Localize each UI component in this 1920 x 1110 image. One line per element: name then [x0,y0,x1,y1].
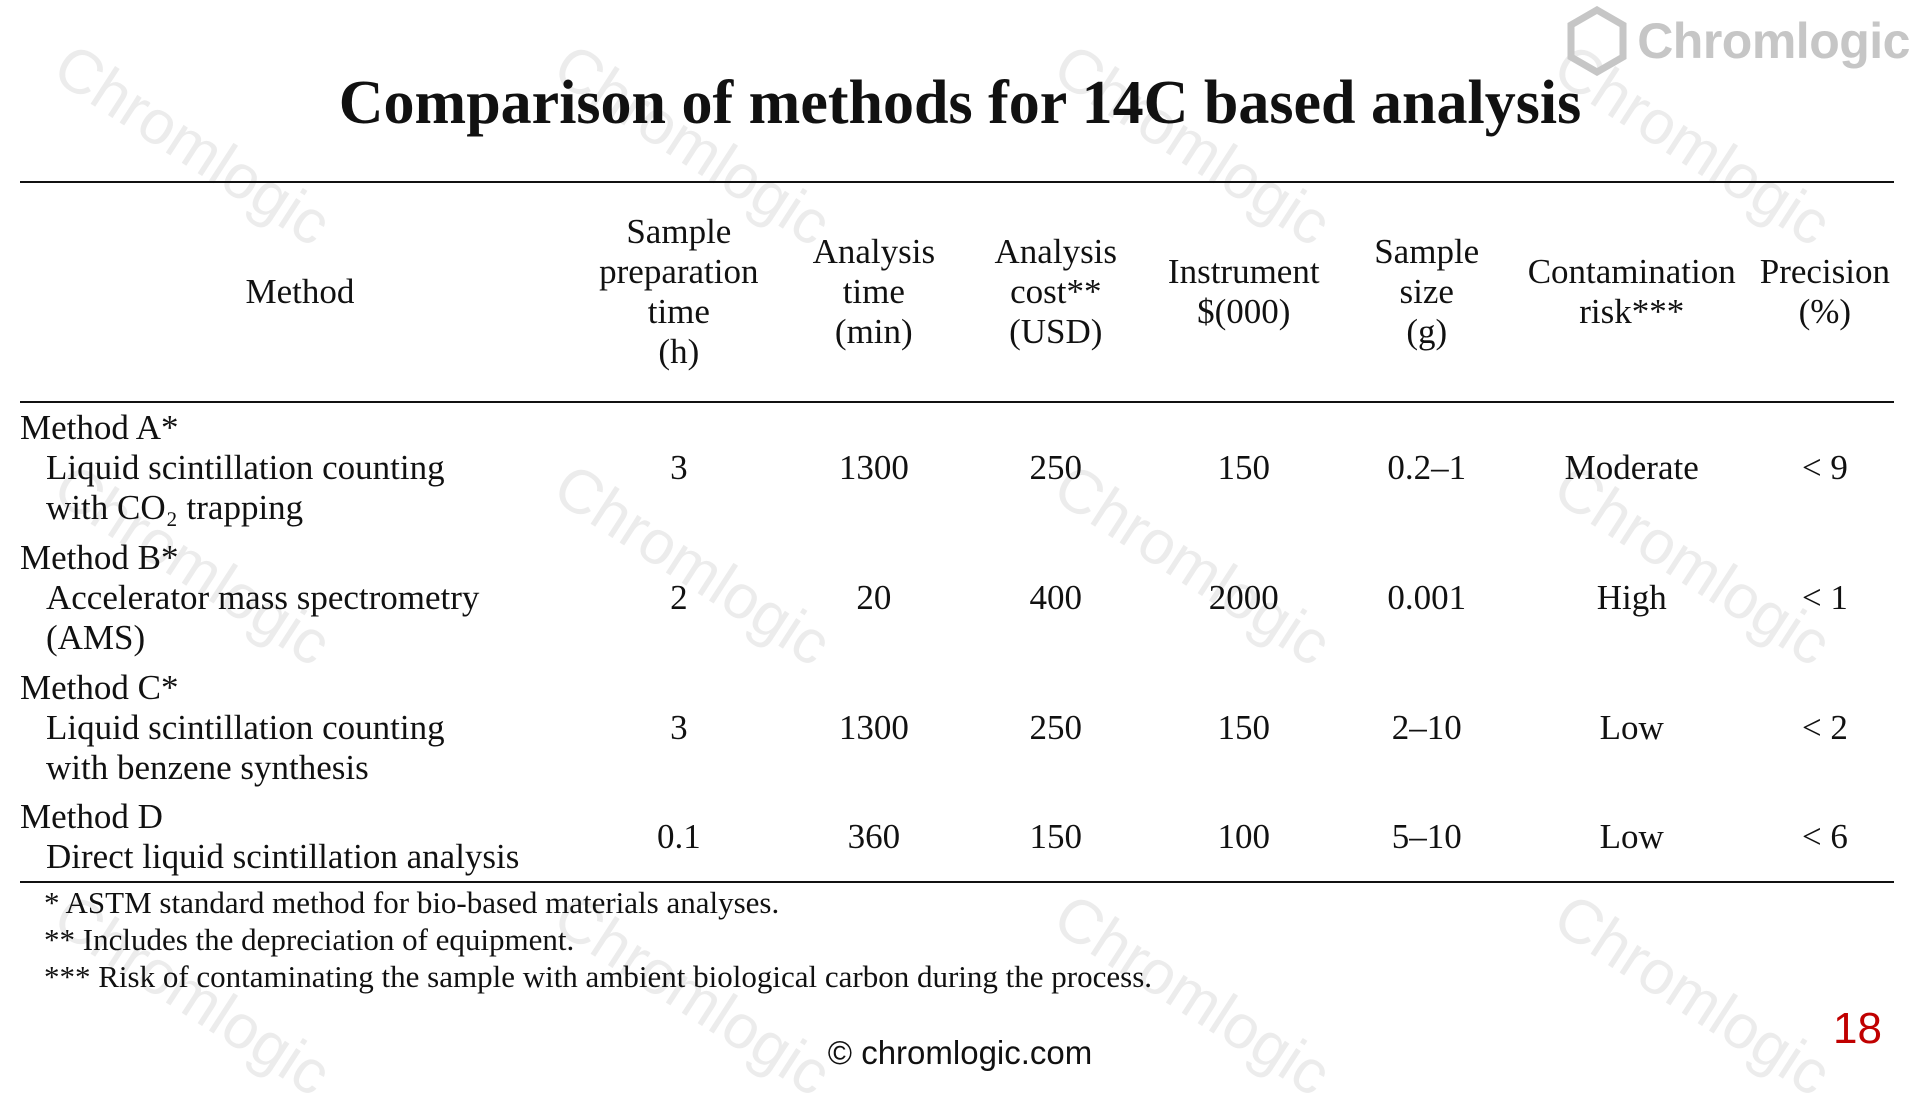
precision-cell: < 1 [1801,578,1848,617]
analysis-cost-cell: 250 [1029,708,1083,747]
contamination-cell: Low [1507,793,1756,883]
contamination-cell: Low [1599,708,1664,747]
table-row: Method B* Accelerator mass spectrometry … [20,533,1894,663]
watermark-text: Chromlogic [1541,880,1843,1110]
header-line: Instrument [1167,252,1320,291]
header-line: cost** [1010,272,1102,311]
header-line: risk*** [1579,292,1685,331]
instrument-cell: 150 [1217,448,1271,487]
header-line: time [842,272,905,311]
precision-cell: < 9 [1801,448,1848,487]
analysis-time-cell: 1300 [838,448,909,487]
header-line: (g) [1406,312,1448,351]
method-description: Liquid scintillation counting [46,708,445,747]
instrument-cell: 150 [1217,708,1271,747]
header-line: Contamination [1527,252,1736,291]
prep-time-cell: 0.1 [579,793,778,883]
analysis-cost-cell: 250 [1029,448,1083,487]
header-line: preparation [599,252,759,291]
prep-time-cell: 3 [670,708,688,747]
footnote: *** Risk of contaminating the sample wit… [44,959,1153,994]
table-row: Method D Direct liquid scintillation ana… [20,793,1894,883]
sample-size-cell: 2–10 [1391,708,1462,747]
header-method-label: Method [245,272,355,311]
footnote: ** Includes the depreciation of equipmen… [44,922,575,957]
method-name: Method D [20,797,163,836]
hexagon-logo-icon [1567,6,1627,76]
header-line: Precision [1759,252,1890,291]
analysis-time-cell: 20 [856,578,892,617]
table-footnotes: * ASTM standard method for bio-based mat… [44,884,1152,995]
header-line: size [1399,272,1454,311]
analysis-cost-cell: 400 [1029,578,1083,617]
instrument-cell: 100 [1141,793,1346,883]
header-line: Analysis [994,232,1118,271]
sample-size-cell: 0.001 [1387,578,1467,617]
analysis-time-cell: 1300 [838,708,909,747]
page-number: 18 [1833,1004,1882,1053]
method-cell: Method B* Accelerator mass spectrometry … [20,533,580,663]
header-line: (min) [834,312,913,351]
method-cell: Method C* Liquid scintillation counting … [20,663,580,793]
logo-text: Chromlogic [1637,13,1910,69]
precision-cell: < 6 [1755,793,1894,883]
sample-size-cell: 0.2–1 [1387,448,1467,487]
brand-logo: Chromlogic [1565,6,1910,76]
contamination-cell: High [1596,578,1667,617]
method-description: Liquid scintillation counting [46,448,445,487]
page-title: Comparison of methods for 14C based anal… [338,69,1582,137]
method-description: with CO₂ trapping [46,488,304,527]
method-description: Direct liquid scintillation analysis [46,837,520,876]
method-cell: Method A* Liquid scintillation counting … [20,402,580,533]
method-cell: Method D Direct liquid scintillation ana… [20,793,580,883]
sample-size-cell: 5–10 [1345,793,1508,883]
method-description: Accelerator mass spectrometry [46,578,480,617]
comparison-table: Method Sample preparation time (h) Analy… [20,181,1894,883]
header-instrument: Instrument $(000) [1141,181,1346,403]
method-name: Method B* [20,538,179,577]
header-line: Analysis [812,232,936,271]
header-contamination: Contamination risk*** [1507,181,1756,403]
header-line: Sample [1374,232,1480,271]
table-row: Method A* Liquid scintillation counting … [20,402,1894,533]
analysis-cost-cell: 150 [969,793,1142,883]
header-line: time [647,292,710,331]
table-header-row: Method Sample preparation time (h) Analy… [20,181,1894,403]
header-precision: Precision (%) [1755,181,1894,403]
header-line: (%) [1798,292,1852,331]
header-prep-time: Sample preparation time (h) [579,181,778,403]
header-line: $(000) [1197,292,1291,331]
method-name: Method C* [20,668,179,707]
header-analysis-time: Analysis time (min) [777,181,970,403]
header-line: (h) [658,332,700,371]
contamination-cell: Moderate [1564,448,1699,487]
table-row: Method C* Liquid scintillation counting … [20,663,1894,793]
method-name: Method A* [20,408,179,447]
header-line: (USD) [1009,312,1103,351]
method-description: with benzene synthesis [46,748,369,787]
instrument-cell: 2000 [1208,578,1279,617]
header-line: Sample [626,212,732,251]
method-description: (AMS) [46,618,146,657]
precision-cell: < 2 [1801,708,1848,747]
copyright-notice: © chromlogic.com [827,1034,1093,1071]
header-analysis-cost: Analysis cost** (USD) [969,181,1142,403]
prep-time-cell: 2 [670,578,688,617]
analysis-time-cell: 360 [777,793,970,883]
footnote: * ASTM standard method for bio-based mat… [44,885,780,920]
header-method: Method [20,181,580,403]
prep-time-cell: 3 [670,448,688,487]
header-sample-size: Sample size (g) [1345,181,1508,403]
